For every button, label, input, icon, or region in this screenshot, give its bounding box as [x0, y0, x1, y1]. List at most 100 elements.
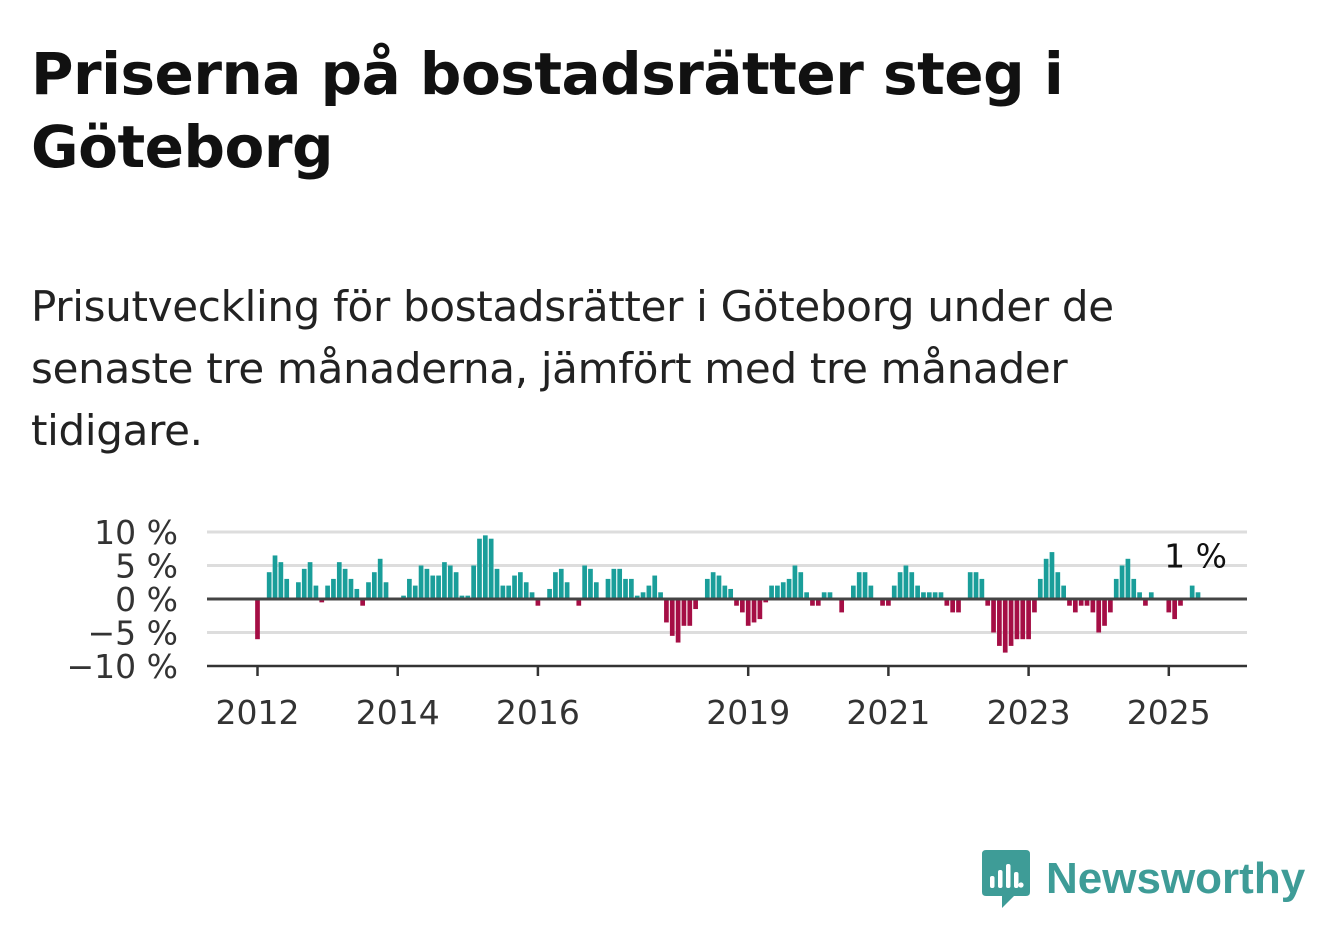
bar: [319, 599, 325, 603]
bar: [407, 578, 412, 599]
x-axis-ticks: 2012 2014 2016 2019 2021 2023 2025: [216, 666, 1211, 732]
bar: [582, 565, 587, 599]
x-tick-label: 2023: [987, 693, 1071, 732]
bar: [792, 565, 798, 599]
bar: [1189, 585, 1195, 599]
bar: [1061, 585, 1066, 599]
bar: [442, 562, 447, 599]
bar: [944, 599, 950, 606]
bar: [278, 562, 284, 599]
bar: [693, 599, 698, 610]
bar: [880, 599, 885, 606]
bar: [447, 565, 453, 599]
bar: [897, 572, 903, 599]
bar: [307, 562, 313, 599]
bar: [506, 585, 512, 599]
bar: [588, 568, 593, 599]
bar: [325, 585, 330, 599]
bar: [856, 572, 862, 599]
bar: [366, 582, 371, 599]
bars: [255, 535, 1201, 653]
bar: [331, 578, 336, 599]
x-tick-label: 2025: [1127, 693, 1211, 732]
y-axis-ticks: 10 %5 %0 %−5 %−10 %: [67, 513, 179, 686]
bar: [553, 572, 558, 599]
bar: [401, 595, 406, 599]
bar: [482, 535, 488, 599]
bar: [611, 568, 617, 599]
bar: [1178, 599, 1183, 606]
bar: [313, 585, 319, 599]
bar: [915, 585, 920, 599]
bar: [634, 595, 640, 599]
bar: [810, 599, 815, 606]
y-tick-label: 5 %: [115, 547, 178, 586]
bar: [284, 578, 290, 599]
bar: [1102, 599, 1107, 626]
bar: [1020, 599, 1026, 640]
bar: [757, 599, 763, 620]
bar: [851, 585, 856, 599]
bar: [956, 599, 961, 613]
bar: [336, 562, 342, 599]
x-tick-label: 2019: [706, 693, 790, 732]
bar: [991, 599, 996, 633]
bar: [488, 538, 494, 599]
bar: [518, 572, 523, 599]
newsworthy-logo: Newsworthy: [980, 848, 1305, 910]
bar: [979, 578, 985, 599]
bar: [459, 595, 465, 599]
bar: [558, 568, 564, 599]
bar: [1037, 578, 1043, 599]
brand-name: Newsworthy: [1046, 854, 1306, 903]
bar: [815, 599, 821, 606]
bar: [535, 599, 541, 606]
bar: [1125, 558, 1131, 599]
bar: [354, 588, 360, 599]
bar: [1014, 599, 1020, 640]
bar: [745, 599, 751, 626]
bar: [424, 568, 430, 599]
bar: [681, 599, 687, 626]
bar: [716, 575, 722, 599]
bar: [301, 568, 307, 599]
bar: [710, 572, 716, 599]
bar: [997, 599, 1002, 646]
bar: [266, 572, 272, 599]
bar: [821, 592, 827, 599]
y-tick-label: 0 %: [115, 580, 178, 619]
bar: [891, 585, 897, 599]
bar: [1049, 552, 1055, 599]
bar: [576, 599, 582, 606]
bar: [658, 592, 663, 599]
bar: [704, 578, 710, 599]
bar: [775, 585, 780, 599]
bar: [512, 575, 517, 599]
y-tick-label: −5 %: [88, 614, 179, 653]
bar: [938, 592, 944, 599]
bar: [1096, 599, 1102, 633]
bar: [1195, 592, 1201, 599]
bar: [371, 572, 377, 599]
bar-chart: 10 %5 %0 %−5 %−10 % 2012 2014 2016 2019 2021…: [67, 513, 1247, 732]
bar: [1137, 592, 1142, 599]
bar: [1002, 599, 1008, 653]
bar: [360, 599, 365, 606]
bar: [494, 568, 500, 599]
bar: [734, 599, 739, 606]
bar: [383, 582, 389, 599]
bar: [751, 599, 757, 623]
bar: [430, 575, 436, 599]
bar: [1026, 599, 1031, 640]
bar: [412, 585, 418, 599]
bar: [652, 575, 658, 599]
bar: [722, 585, 728, 599]
bar: [640, 592, 646, 599]
x-tick-label: 2014: [356, 693, 440, 732]
newsworthy-bar-chart-icon: [982, 850, 1030, 908]
bar: [1084, 599, 1090, 606]
bar: [740, 599, 745, 613]
bar: [664, 599, 669, 623]
bar: [804, 592, 809, 599]
bar: [1078, 599, 1084, 606]
